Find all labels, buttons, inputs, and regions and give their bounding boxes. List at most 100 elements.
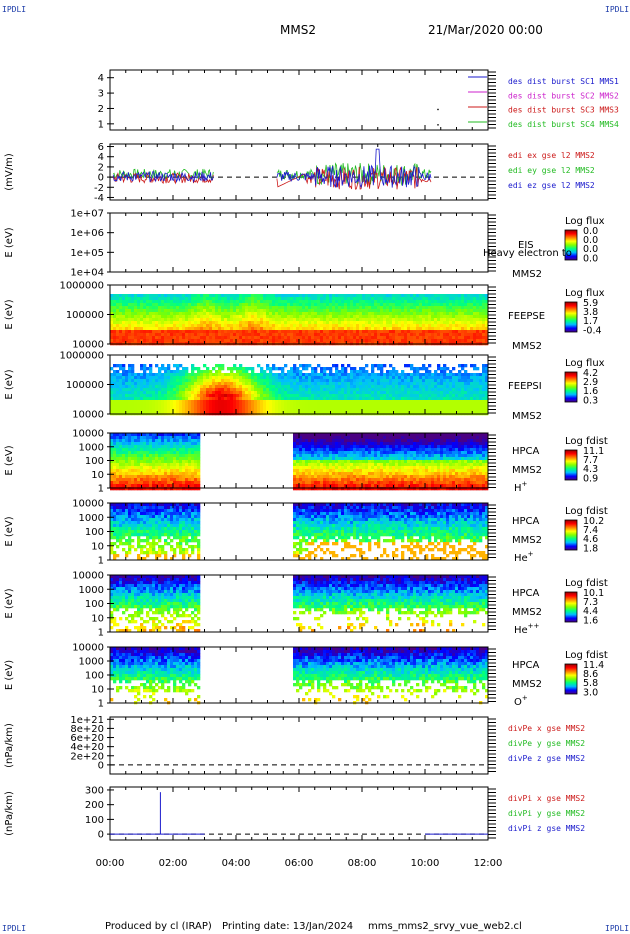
hpca-h-panel-cell [176,457,180,461]
hpca-h-panel-cell [131,484,135,488]
feepse-panel-cell [266,324,270,328]
feepse-panel-cell [443,327,447,331]
feepsi-panel-cell [113,373,117,377]
feepse-panel-cell [191,318,195,322]
feepse-panel-cell [239,324,243,328]
hpca-h-panel-cell [116,448,120,452]
feepse-panel-cell [425,306,429,310]
feepsi-panel-cell [188,400,192,404]
feepse-panel-cell [392,327,396,331]
feepsi-panel-cell [212,388,216,392]
feepse-panel-cell [296,309,300,313]
feepsi-panel-cell [449,400,453,404]
feepsi-panel-cell [479,379,483,383]
feepsi-panel-cell [290,409,294,413]
hpca-h-panel-cell [131,433,135,437]
feepse-panel-cell [209,312,213,316]
hpca-h-panel-cell [137,469,141,473]
feepse-panel-cell [446,294,450,298]
feepse-panel-cell [416,336,420,340]
feepse-panel-cell [116,303,120,307]
feepse-panel-cell [281,297,285,301]
feepsi-panel-cell [182,406,186,410]
hpca-h-panel-cell [155,478,159,482]
feepse-panel-cell [134,306,138,310]
feepse-panel-cell [320,321,324,325]
feepsi-panel-cell [305,367,309,371]
feepsi-panel-cell [440,391,444,395]
feepsi-panel-cell [377,385,381,389]
feepsi-panel-cell [380,406,384,410]
feepse-panel-cell [188,324,192,328]
feepse-panel-cell [110,330,114,334]
feepsi-panel-cell [326,379,330,383]
feepsi-panel-cell [482,388,486,392]
feepsi-panel-cell [152,376,156,380]
hpca-h-panel-cell [143,484,147,488]
feepsi-panel-cell [233,400,237,404]
feepsi-panel-cell [419,373,423,377]
feepsi-panel-cell [140,373,144,377]
feepse-panel-cell [326,321,330,325]
feepsi-panel-cell [326,394,330,398]
feepse-panel-cell [173,318,177,322]
feepse-panel-cell [338,306,342,310]
feepsi-panel-cell [212,403,216,407]
feepsi-panel-cell [164,376,168,380]
feepsi-panel-cell [362,367,366,371]
feepse-panel-cell [209,318,213,322]
feepse-panel-cell [239,318,243,322]
feepse-panel-cell [425,321,429,325]
feepsi-panel-cell [317,409,321,413]
feepse-panel-cell [173,333,177,337]
feepse-panel-cell [389,321,393,325]
hpca-h-panel-cell [134,451,138,455]
feepse-panel-cell [152,300,156,304]
feepsi-panel-cell [269,391,273,395]
feepsi-panel-cell [335,379,339,383]
feepse-panel-cell [119,333,123,337]
feepse-panel-cell [383,306,387,310]
feepse-panel-cell [431,324,435,328]
hpca-h-panel-cell [152,469,156,473]
feepse-panel-cell [404,306,408,310]
hpca-h-panel-cell [152,436,156,440]
feepsi-panel-cell [374,364,378,368]
feepse-panel-cell [113,318,117,322]
feepse-panel-cell [341,294,345,298]
hpca-h-panel-cell [131,445,135,449]
hpca-h-panel-cell [110,448,114,452]
feepsi-panel-cell [314,406,318,410]
feepsi-panel-cell [185,370,189,374]
feepsi-panel-cell [152,391,156,395]
feepsi-panel-cell [413,400,417,404]
feepse-panel-cell [422,318,426,322]
feepse-panel-cell [119,330,123,334]
feepsi-panel-cell [326,397,330,401]
feepsi-panel-cell [260,370,264,374]
feepsi-panel-cell [287,385,291,389]
feepsi-panel-cell [416,391,420,395]
feepsi-panel-cell [461,373,465,377]
feepsi-panel-cell [473,367,477,371]
feepsi-panel-cell [371,382,375,386]
hpca-h-panel-cell [170,472,174,476]
feepsi-panel-cell [317,388,321,392]
feepse-panel-cell [395,339,399,343]
feepse-panel-cell [149,330,153,334]
feepse-panel-cell [266,333,270,337]
feepse-panel-cell [458,339,462,343]
feepsi-panel-cell [314,397,318,401]
feepsi-panel-cell [347,406,351,410]
hpca-h-panel-cell [113,457,117,461]
feepse-panel-cell [467,333,471,337]
feepsi-panel-cell [131,409,135,413]
feepse-panel-cell [350,324,354,328]
feepsi-panel-cell [455,406,459,410]
feepsi-panel-cell [314,379,318,383]
feepsi-panel-cell [227,391,231,395]
feepse-panel-cell [176,318,180,322]
hpca-h-panel-cell [140,463,144,467]
feepsi-panel-cell [110,394,114,398]
feepsi-panel-cell [305,388,309,392]
